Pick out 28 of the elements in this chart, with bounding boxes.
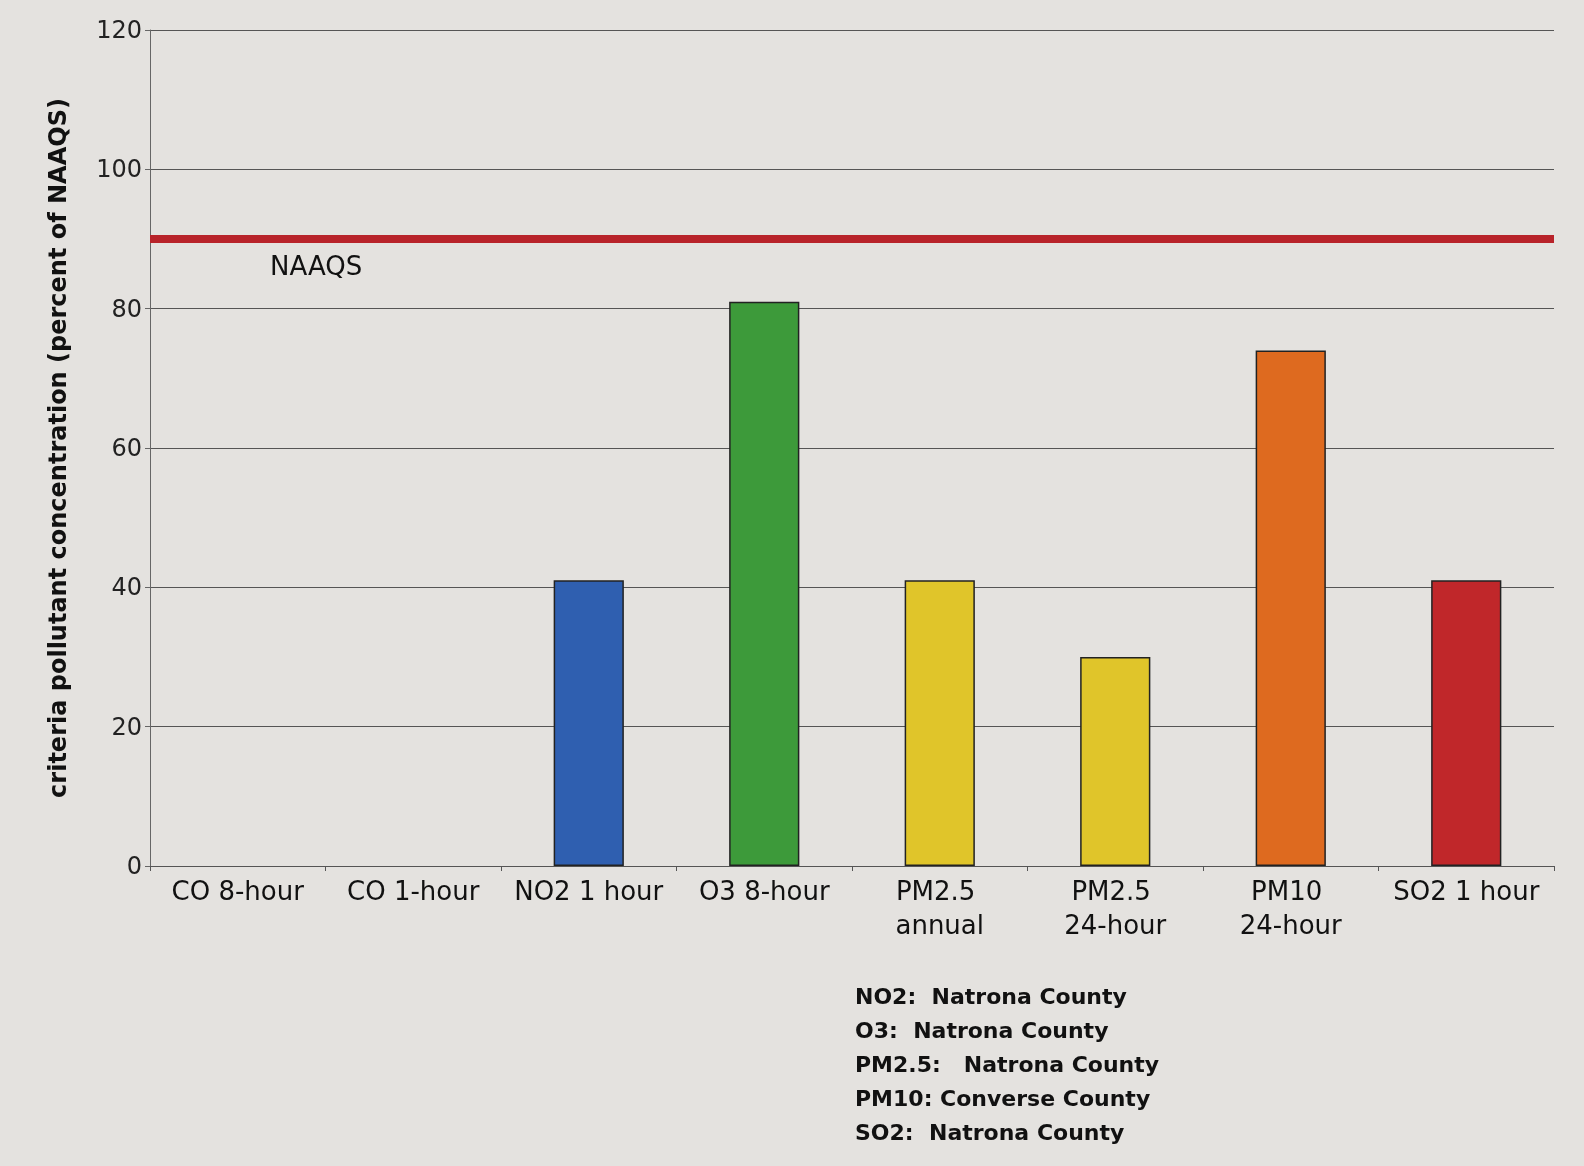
x-tick-label: O3 8-hour xyxy=(698,876,830,906)
y-tick-label: 40 xyxy=(111,573,142,602)
text: PM2.5: Natrona County xyxy=(854,1051,1160,1077)
text: SO2: Natrona County xyxy=(854,1119,1125,1145)
x-tick-label: PM10 24-hour xyxy=(1239,876,1343,940)
bar xyxy=(904,580,975,866)
bar xyxy=(1255,350,1326,866)
bar xyxy=(729,301,800,866)
y-tick-label: 120 xyxy=(96,16,142,44)
bar xyxy=(553,580,624,866)
text: NO2: Natrona County xyxy=(855,983,1127,1009)
x-tick-label: CO 1-hour xyxy=(347,876,480,906)
x-tick-label: SO2 1 hour xyxy=(1393,876,1540,906)
y-tick-label: 20 xyxy=(111,712,142,741)
y-tick-label: 60 xyxy=(111,434,142,462)
y-tick-label: 80 xyxy=(111,294,142,323)
x-tick-label: CO 8-hour xyxy=(171,876,305,906)
y-tick-label: 100 xyxy=(96,155,142,184)
y-axis-title: criteria pollutant concentration (percent of NAAQS) xyxy=(44,98,72,798)
text: PM10: Converse County xyxy=(854,1085,1151,1111)
x-tick-label: PM2.5 24-hour xyxy=(1064,876,1167,940)
y-tick-label: 0 xyxy=(126,852,142,880)
bar xyxy=(1431,580,1502,866)
bar xyxy=(1080,657,1151,866)
x-tick-label: PM2.5 annual xyxy=(895,876,985,940)
text: O3: Natrona County xyxy=(854,1017,1109,1043)
x-tick-label: NO2 1 hour xyxy=(514,876,664,906)
ref-line-label: NAAQS xyxy=(270,251,363,281)
